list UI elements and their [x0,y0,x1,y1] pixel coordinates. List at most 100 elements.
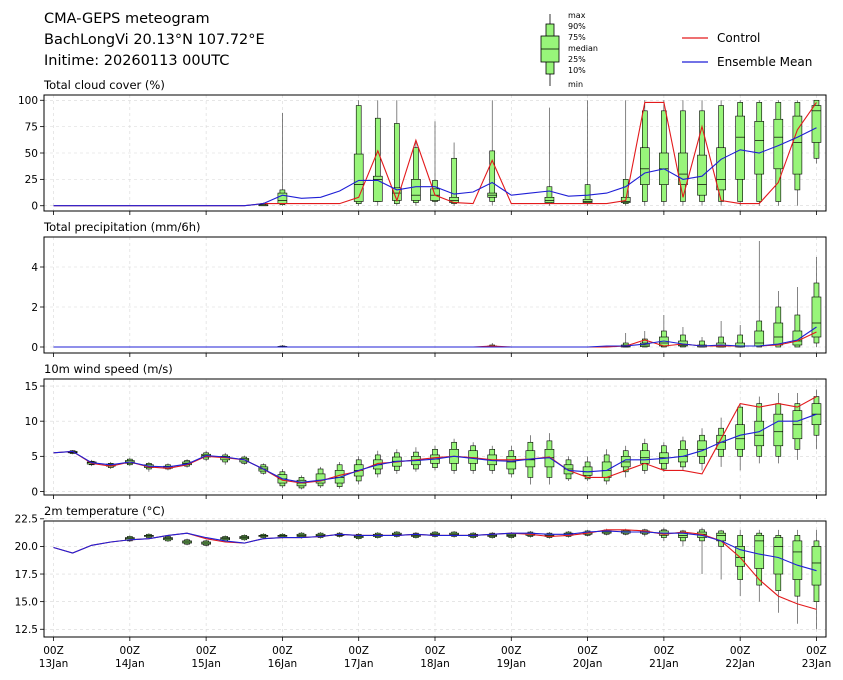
ensemble-box [220,535,230,542]
y-tick-label: 5 [31,451,38,463]
ensemble-box [201,539,211,547]
x-tick-label-time: 00Z [120,645,141,657]
box-p25-p75 [811,296,822,338]
legend-control-label: Control [717,31,760,45]
x-tick-label-time: 00Z [577,645,598,657]
y-tick-label: 50 [25,148,38,160]
grid [44,237,826,353]
ensemble-box [582,100,593,206]
box-p25-p75 [601,461,612,478]
y-tick-label: 0 [31,201,38,213]
x-tick-label-date: 21Jan [649,658,679,670]
box-p25-p75 [411,179,421,201]
box-p25-p75 [640,147,650,185]
x-tick-label-date: 19Jan [497,658,527,670]
ensemble-box [735,325,745,348]
ensemble-mean-line [53,326,817,348]
box-p10-p90 [622,179,629,204]
panel-1: Total precipitation (mm/6h) 0 2 4 [31,220,827,357]
box-p10-p90 [489,150,496,202]
x-tick-label-date: 14Jan [115,658,145,670]
x-tick-label-date: 17Jan [344,658,374,670]
box-p25-p75 [716,147,726,191]
box-plot-key: max 90% 75% median 25% 10% min [540,11,598,89]
ensemble-box [716,321,726,348]
box-p25-p75 [773,537,784,575]
ensemble-box [372,100,383,206]
box-p10-p90 [394,123,400,204]
control-line [53,396,817,484]
ensemble-mean-line [53,530,817,572]
box-p25-p75 [754,330,765,347]
ensemble-box [277,533,288,539]
x-tick-label-time: 00Z [43,645,64,657]
x-tick-label-date: 15Jan [191,658,221,670]
y-tick-label: 75 [25,121,38,133]
x-tick-label-date: 23Jan [802,658,832,670]
ensemble-box [220,452,230,465]
ensemble-box [754,529,765,602]
box-p25-p75 [544,196,555,203]
key-label-median: median [568,44,598,53]
x-tick-label-time: 00Z [272,645,293,657]
box-p25-p75 [735,115,745,180]
ensemble-box [735,100,745,206]
x-tick-label-time: 00Z [730,645,751,657]
key-label-p10: 10% [568,66,586,75]
ensemble-box [277,112,288,206]
box-p25-p75 [678,449,688,463]
ensemble-box [735,403,745,471]
key-label-p75: 75% [568,33,586,42]
ensemble-box [792,287,803,348]
y-tick-label: 0 [31,486,38,498]
y-tick-label: 10 [25,416,38,428]
y-tick-label: 22.5 [15,514,38,526]
ensemble-box [716,100,726,206]
ensemble-mean-line [53,413,817,483]
x-tick-label-date: 13Jan [39,658,69,670]
chart-title-line-2: BachLongVi 20.13°N 107.72°E [44,32,265,48]
key-label-max: max [568,11,586,20]
ensemble-box [544,107,555,206]
box-p25-p75 [792,115,803,175]
box-p25-p75 [811,546,822,586]
ensemble-box [430,121,440,206]
y-tick-label: 20.0 [15,541,38,553]
box-p25-p75 [697,440,707,457]
ensemble-box [716,529,726,580]
y-tick-label: 100 [18,95,38,107]
panel-0: Total cloud cover (%) 0 25 50 75 100 [18,78,827,215]
ensemble-box [315,532,326,539]
y-tick-label: 15 [25,381,38,393]
ensemble-box [754,396,765,464]
ensemble-box [773,529,784,613]
ensemble-box [239,534,250,541]
panel-title: 2m temperature (°C) [44,504,165,518]
ensemble-box [754,241,765,348]
ensemble-box [449,530,459,538]
y-tick-label: 4 [31,262,38,274]
ensemble-box [678,100,688,206]
panel-2: 10m wind speed (m/s) 0 5 10 15 [25,362,827,499]
ensemble-box [163,535,173,542]
ensemble-box [487,532,498,539]
chart-title-line-1: CMA-GEPS meteogram [44,11,210,27]
x-tick-label-date: 20Jan [573,658,603,670]
ensemble-box [125,535,135,542]
ensemble-box [487,100,498,206]
ensemble-box [601,449,612,485]
box-p25-p75 [697,154,707,196]
box-p25-p75 [792,540,803,580]
box-p25-p75 [620,456,631,468]
box-p25-p75 [792,330,803,346]
x-tick-label-time: 00Z [806,645,827,657]
x-tick-label-date: 18Jan [420,658,450,670]
ensemble-box [430,530,440,538]
line-legend: Control Ensemble Mean [682,31,812,69]
box-p25-p75 [735,546,745,567]
ensemble-box [773,291,784,348]
ensemble-box [792,529,803,624]
y-tick-label: 15.0 [15,596,38,608]
